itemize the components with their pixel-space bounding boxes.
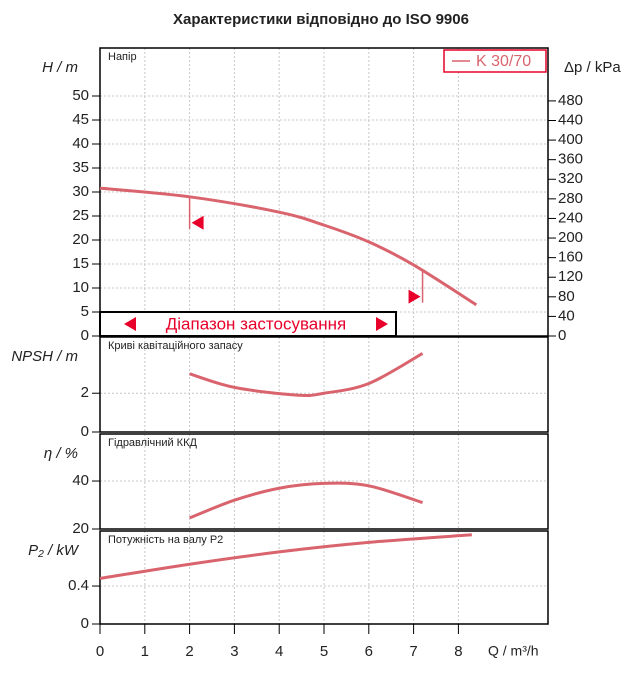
y-tick-label: 0 (81, 423, 89, 440)
y-axis-label: H / m (42, 59, 78, 76)
range-arrow-left (124, 317, 136, 331)
y2-tick-label: 0 (558, 327, 566, 344)
x-axis-label: Q / m³/h (488, 643, 539, 659)
x-tick-label: 1 (141, 643, 149, 660)
y2-tick-label: 440 (558, 111, 583, 128)
y-axis-label: η / % (44, 445, 78, 462)
y-tick-label: 2 (81, 384, 89, 401)
y2-tick-label: 480 (558, 92, 583, 109)
curve (99, 186, 478, 307)
y2-tick-label: 400 (558, 131, 583, 148)
y-tick-label: 35 (72, 159, 89, 176)
y-tick-label: 30 (72, 183, 89, 200)
y-tick-label: 15 (72, 255, 89, 272)
y-tick-label: 50 (72, 87, 89, 104)
curve (189, 481, 424, 520)
panel-frame (99, 336, 549, 433)
legend-box (443, 49, 547, 73)
x-tick-label: 5 (320, 643, 328, 660)
y2-tick-label: 80 (558, 288, 575, 305)
curve (99, 533, 472, 580)
x-tick-label: 8 (454, 643, 462, 660)
y-tick-label: 40 (72, 472, 89, 489)
y-tick-label: 20 (72, 520, 89, 537)
chart-title: Характеристики відповідно до ISO 9906 (173, 11, 469, 28)
panel-label: Криві кавітаційного запасу (108, 340, 243, 352)
x-tick-label: 0 (96, 643, 104, 660)
panel-label: Напір (108, 51, 137, 63)
y-axis-label: P₂ / kW (28, 542, 80, 559)
panel-label: Гідравлічний ККД (108, 437, 197, 449)
y2-tick-label: 120 (558, 268, 583, 285)
y2-tick-label: 360 (558, 151, 583, 168)
range-marker (191, 215, 204, 230)
panel-frame (99, 433, 549, 530)
y2-tick-label: 160 (558, 249, 583, 266)
y2-tick-label: 240 (558, 209, 583, 226)
legend-label: K 30/70 (476, 53, 531, 70)
range-box (99, 311, 397, 337)
panel-label: Потужність на валу P2 (108, 534, 223, 546)
y-tick-label: 45 (72, 111, 89, 128)
x-tick-label: 6 (365, 643, 373, 660)
y-tick-label: 25 (72, 207, 89, 224)
y2-axis-label: Δp / kPa (564, 59, 621, 76)
y-axis-label: NPSH / m (11, 348, 78, 365)
x-tick-label: 2 (185, 643, 193, 660)
y-tick-label: 10 (72, 279, 89, 296)
y2-tick-label: 200 (558, 229, 583, 246)
y-tick-label: 20 (72, 231, 89, 248)
y-tick-label: 40 (72, 135, 89, 152)
y-tick-label: 0 (81, 615, 89, 632)
y2-tick-label: 280 (558, 190, 583, 207)
range-marker (408, 289, 421, 304)
x-tick-label: 7 (409, 643, 417, 660)
x-tick-label: 4 (275, 643, 283, 660)
y-tick-label: 0.4 (68, 577, 89, 594)
y2-tick-label: 40 (558, 307, 575, 324)
curve (189, 352, 424, 398)
x-tick-label: 3 (230, 643, 238, 660)
y-tick-label: 0 (81, 327, 89, 344)
range-label: Діапазон застосування (166, 314, 346, 333)
range-arrow-right (376, 317, 388, 331)
y-tick-label: 5 (81, 303, 89, 320)
y2-tick-label: 320 (558, 170, 583, 187)
